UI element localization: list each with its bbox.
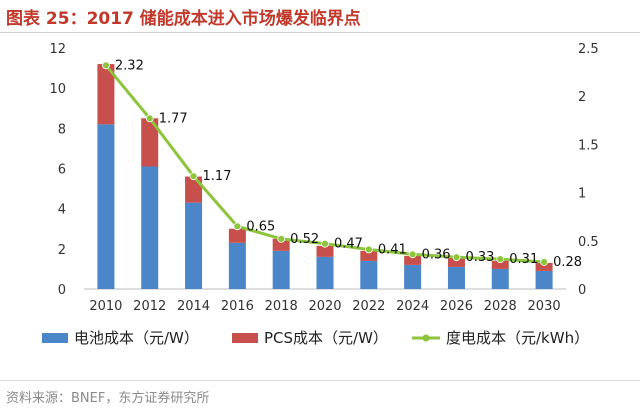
x-axis: 2010 2012 2014 2016 2018 2020 2022 2024 2026 2028… — [84, 288, 566, 314]
cost-line-point — [408, 250, 417, 259]
pcs-cost-bar — [272, 238, 290, 251]
battery-cost-bar — [447, 266, 465, 289]
x-axis-tick-label: 2026 — [440, 299, 473, 314]
cost-data-label: 1.17 — [203, 169, 232, 184]
pcs-cost-bar — [360, 250, 378, 261]
source-note: 资料来源：BNEF，东方证券研究所 — [6, 391, 210, 406]
cost-data-label: 0.47 — [334, 237, 363, 252]
right-axis-tick-label: 2 — [578, 90, 586, 105]
legend-marker-cost — [422, 334, 430, 342]
right-axis-tick-label: 0.5 — [578, 235, 599, 250]
cost-line-point — [452, 253, 461, 262]
right-axis-tick-label: 1.5 — [578, 138, 599, 153]
x-axis-tick-label: 2022 — [352, 299, 385, 314]
cost-data-label: 2.32 — [115, 58, 144, 73]
cost-data-label: 0.52 — [290, 232, 319, 247]
pcs-cost-bar — [97, 64, 115, 125]
battery-cost-bar — [97, 124, 115, 289]
battery-cost-bar — [535, 270, 553, 289]
cost-line-point — [102, 61, 110, 70]
x-axis-tick-label: 2016 — [221, 299, 254, 314]
pcs-cost-bar — [141, 118, 159, 167]
pcs-cost-bar — [185, 176, 203, 203]
right-axis-tick-label: 1 — [578, 187, 586, 202]
right-axis-tick-label: 0 — [578, 283, 586, 298]
left-axis-tick-label: 8 — [58, 122, 66, 137]
battery-cost-bar — [404, 264, 422, 289]
legend-swatch-pcs — [232, 333, 258, 343]
cost-data-label: 0.33 — [465, 250, 494, 265]
battery-cost-bar — [360, 260, 378, 289]
source-divider — [0, 380, 640, 381]
pcs-cost-bar — [447, 257, 465, 267]
left-axis-tick-label: 6 — [58, 163, 66, 178]
right-axis: 0 0.5 1 1.5 2 2.5 — [578, 42, 599, 298]
left-axis-tick-label: 2 — [58, 243, 66, 258]
battery-cost-bar — [185, 202, 203, 289]
cost-line-point — [364, 245, 373, 254]
left-axis-tick-label: 4 — [58, 203, 66, 218]
cost-line-point — [189, 172, 198, 181]
left-axis-tick-label: 12 — [49, 42, 66, 57]
cost-line-point — [277, 234, 286, 243]
right-axis-tick-label: 2.5 — [578, 42, 599, 57]
cost-data-label: 0.41 — [378, 242, 407, 257]
x-axis-tick-label: 2010 — [89, 299, 122, 314]
cost-line-point — [145, 114, 154, 123]
battery-cost-bar — [491, 268, 509, 289]
cost-data-label: 0.36 — [422, 247, 451, 262]
title-divider — [0, 32, 640, 33]
pcs-cost-bar — [535, 262, 553, 271]
pcs-cost-bar — [491, 260, 509, 269]
pcs-cost-bar — [404, 255, 422, 265]
left-axis-tick-label: 0 — [58, 283, 66, 298]
pcs-cost-bar — [228, 228, 246, 243]
cost-line-point — [321, 239, 329, 248]
left-axis-tick-label: 10 — [49, 82, 66, 97]
cost-line-point — [233, 222, 242, 231]
cost-line-point — [540, 258, 548, 266]
cost-line: 2.32 1.77 1.17 0.65 0.52 0.47 0.41 0.36 0.33 0.31… — [102, 58, 582, 270]
battery-cost-bar — [141, 166, 159, 289]
cost-line-point — [496, 255, 505, 264]
battery-cost-bar — [272, 250, 290, 289]
left-axis: 0 2 4 6 8 10 12 — [49, 42, 66, 298]
pcs-cost-bar — [316, 245, 334, 257]
legend-label-cost: 度电成本（元/kWh） — [446, 329, 589, 347]
legend: 电池成本（元/W） PCS成本（元/W） 度电成本（元/kWh） — [42, 329, 589, 347]
x-axis-tick-label: 2020 — [308, 299, 341, 314]
cost-data-label: 0.28 — [553, 255, 582, 270]
cost-data-label: 0.31 — [509, 252, 538, 267]
x-axis-tick-label: 2012 — [133, 299, 166, 314]
cost-data-label: 1.77 — [159, 111, 188, 126]
chart-title: 图表 25：2017 储能成本进入市场爆发临界点 — [6, 9, 361, 29]
legend-swatch-battery — [42, 333, 68, 343]
battery-cost-bar — [316, 256, 334, 289]
x-axis-tick-label: 2018 — [265, 299, 298, 314]
legend-label-battery: 电池成本（元/W） — [74, 329, 199, 347]
cost-line-path — [104, 64, 545, 264]
bars — [97, 64, 553, 289]
battery-cost-bar — [228, 242, 246, 289]
x-axis-tick-label: 2028 — [484, 299, 517, 314]
x-axis-tick-label: 2024 — [396, 299, 429, 314]
legend-label-pcs: PCS成本（元/W） — [264, 329, 388, 347]
x-axis-tick-label: 2030 — [528, 299, 561, 314]
x-axis-tick-label: 2014 — [177, 299, 210, 314]
cost-data-label: 0.65 — [246, 219, 275, 234]
